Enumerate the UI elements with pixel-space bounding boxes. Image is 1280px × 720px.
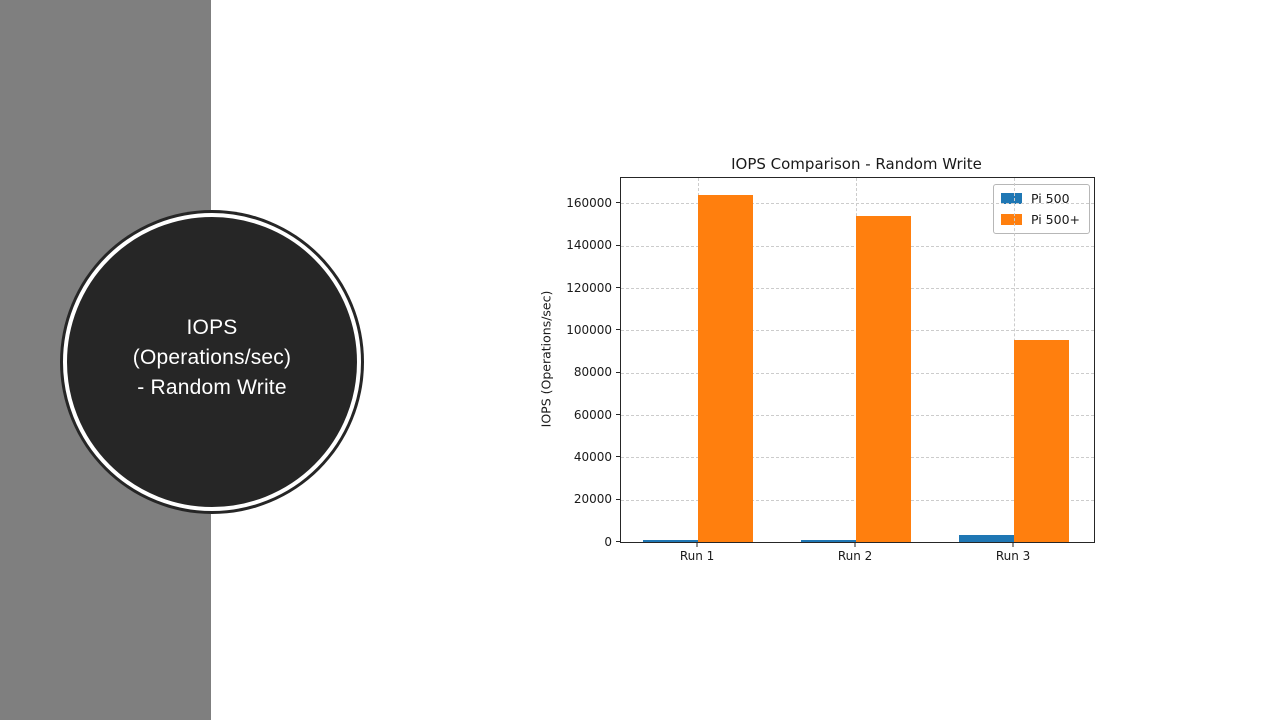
y-tick-label: 20000	[573, 492, 612, 507]
y-tick-mark	[616, 244, 620, 246]
bar-pi-500-run-1	[643, 539, 699, 542]
chart-title: IOPS Comparison - Random Write	[731, 155, 982, 173]
x-tick-label: Run 3	[995, 549, 1031, 563]
y-tick-label: 80000	[573, 365, 612, 380]
y-tick-label: 40000	[573, 449, 612, 464]
y-tick-label: 60000	[573, 407, 612, 422]
y-tick-mark	[616, 287, 620, 289]
slide-title-line-3: - Random Write	[137, 376, 287, 399]
bar-pi-500-run-2	[801, 539, 857, 542]
legend-label: Pi 500+	[1030, 212, 1080, 227]
slide-title: IOPS (Operations/sec) - Random Write	[133, 313, 291, 411]
y-tick-mark	[616, 414, 620, 416]
chart-legend: Pi 500 Pi 500+	[992, 184, 1090, 234]
y-tick-mark	[616, 498, 620, 500]
y-tick-mark	[616, 329, 620, 331]
x-tick-label: Run 2	[837, 549, 873, 563]
legend-item-pi-500: Pi 500	[1000, 191, 1080, 206]
y-tick-label: 140000	[566, 238, 612, 253]
gridline-h	[621, 203, 1094, 205]
bar-pi-500-run-1	[698, 194, 754, 542]
legend-swatch-pi-500	[1000, 193, 1022, 204]
y-tick-mark	[616, 456, 620, 458]
y-tick-label: 0	[604, 534, 612, 549]
legend-label: Pi 500	[1030, 191, 1070, 206]
y-tick-label: 160000	[566, 195, 612, 210]
x-tick-label: Run 1	[679, 549, 715, 563]
slide-title-line-1: IOPS	[186, 316, 238, 339]
y-tick-mark	[616, 202, 620, 204]
y-tick-mark	[616, 371, 620, 373]
title-circle: IOPS (Operations/sec) - Random Write	[63, 213, 361, 511]
y-tick-label: 120000	[566, 280, 612, 295]
bar-pi-500-run-3	[1014, 339, 1070, 542]
plot-area: Pi 500 Pi 500+	[620, 177, 1095, 543]
x-tick-mark	[696, 543, 698, 547]
legend-swatch-pi-500	[1000, 214, 1022, 225]
bar-pi-500-run-2	[856, 216, 912, 542]
y-tick-mark	[616, 541, 620, 542]
legend-item-pi-500: Pi 500+	[1000, 212, 1080, 227]
slide-title-line-2: (Operations/sec)	[132, 346, 292, 369]
x-tick-mark	[854, 543, 856, 547]
x-tick-mark	[1012, 543, 1014, 547]
y-tick-label: 100000	[566, 322, 612, 337]
bar-pi-500-run-3	[959, 534, 1015, 542]
